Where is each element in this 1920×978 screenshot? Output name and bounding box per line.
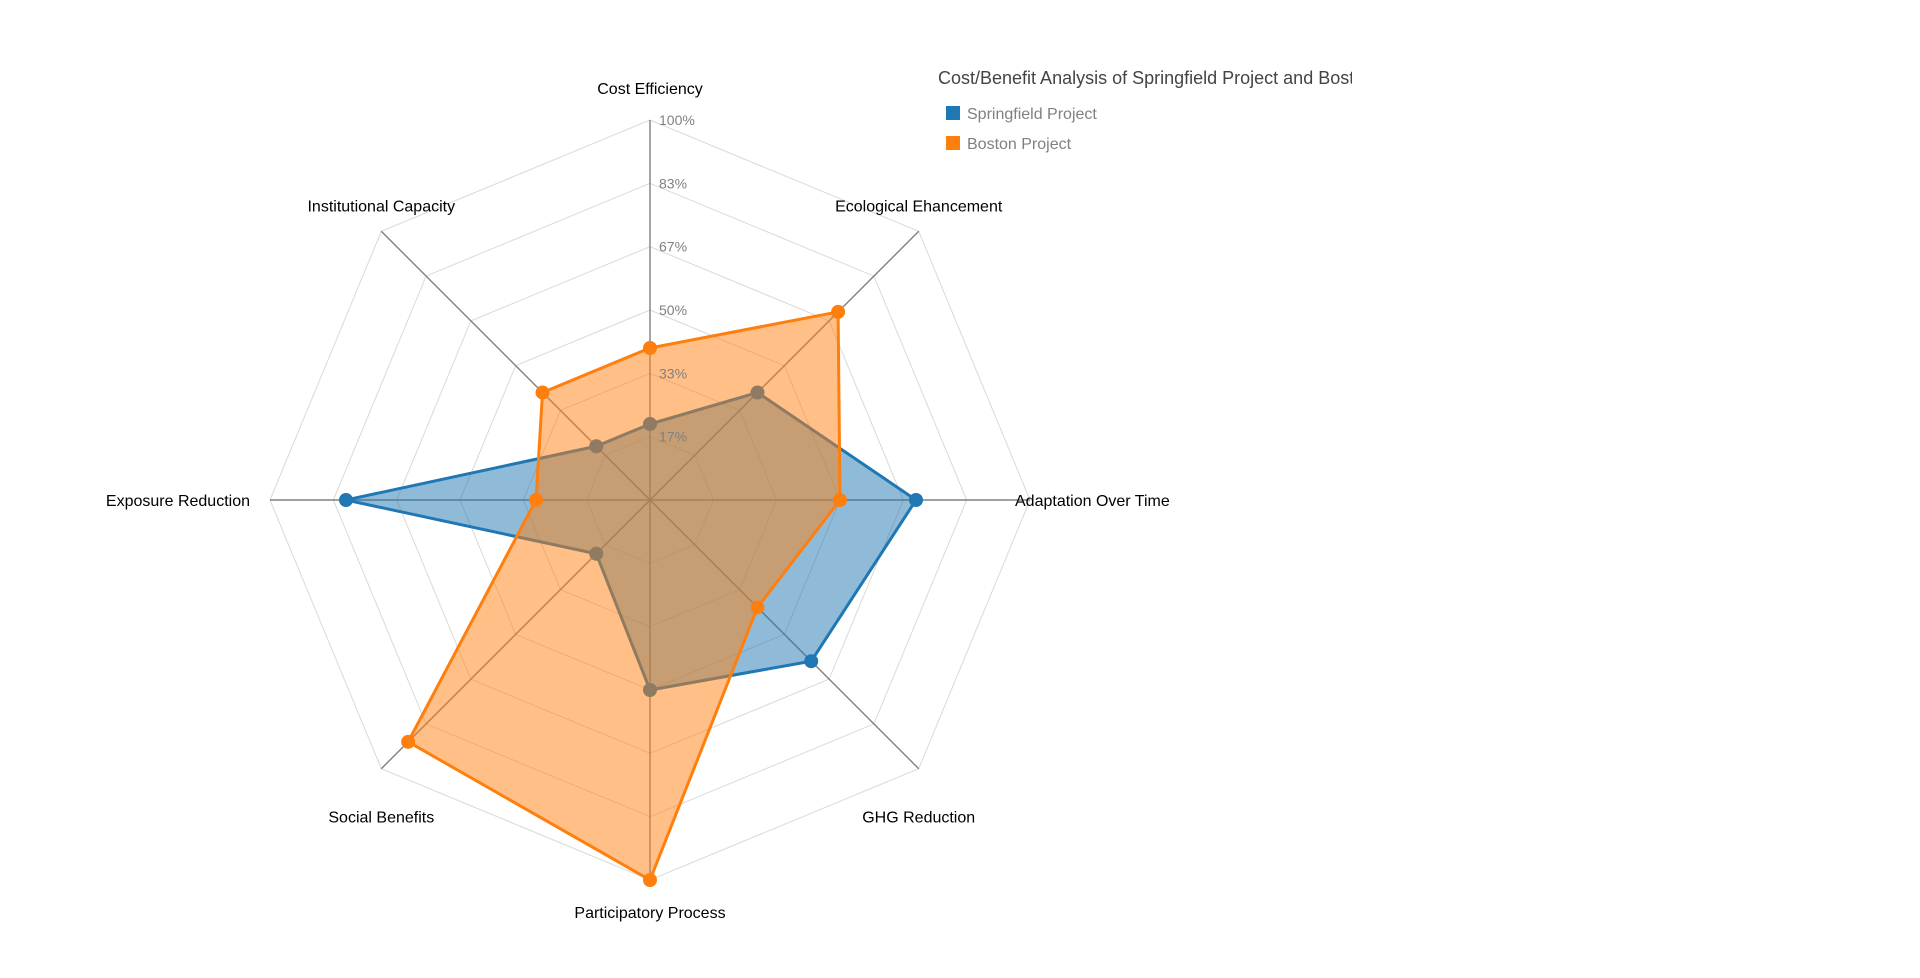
- legend-swatch-springfield: [946, 106, 960, 120]
- tick-label: 17%: [659, 429, 687, 445]
- legend-label-springfield: Springfield Project: [967, 106, 1097, 123]
- axis-label: GHG Reduction: [862, 810, 975, 827]
- data-point-boston-project[interactable]: [643, 873, 657, 887]
- tick-label: 67%: [659, 239, 687, 255]
- tick-label: 100%: [659, 112, 695, 128]
- data-point-boston-project[interactable]: [401, 734, 416, 749]
- data-point-boston-project[interactable]: [750, 600, 765, 615]
- data-point-springfield-project[interactable]: [339, 493, 353, 507]
- axis-label: Adaptation Over Time: [1015, 493, 1170, 510]
- axis-label: Exposure Reduction: [106, 493, 250, 510]
- ticks-layer: 17% 33% 50% 67% 83% 100%: [659, 112, 695, 445]
- axis-label: Institutional Capacity: [307, 198, 455, 215]
- series-layer: [339, 304, 923, 887]
- legend-item-boston[interactable]: Boston Project: [946, 136, 1072, 153]
- data-point-springfield-project[interactable]: [804, 654, 819, 669]
- data-point-springfield-project[interactable]: [909, 493, 923, 507]
- data-point-boston-project[interactable]: [529, 493, 543, 507]
- data-point-boston-project[interactable]: [535, 385, 550, 400]
- legend: Springfield Project Boston Project: [946, 106, 1097, 153]
- tick-label: 83%: [659, 175, 687, 191]
- tick-label: 33%: [659, 365, 687, 381]
- axis-label: Ecological Ehancement: [835, 198, 1003, 215]
- tick-label: 50%: [659, 302, 687, 318]
- data-point-boston-project[interactable]: [643, 341, 657, 355]
- axis-label: Cost Efficiency: [597, 81, 703, 98]
- data-point-boston-project[interactable]: [831, 304, 846, 319]
- axis-label: Social Benefits: [328, 810, 434, 827]
- axis-labels-layer: Cost Efficiency Ecological Ehancement Adap…: [106, 81, 1170, 922]
- data-point-boston-project[interactable]: [833, 493, 847, 507]
- legend-item-springfield[interactable]: Springfield Project: [946, 106, 1097, 123]
- legend-label-boston: Boston Project: [967, 136, 1072, 153]
- chart-title: Cost/Benefit Analysis of Springfield Pro…: [938, 68, 1364, 88]
- legend-swatch-boston: [946, 136, 960, 150]
- axis-label: Participatory Process: [574, 905, 725, 922]
